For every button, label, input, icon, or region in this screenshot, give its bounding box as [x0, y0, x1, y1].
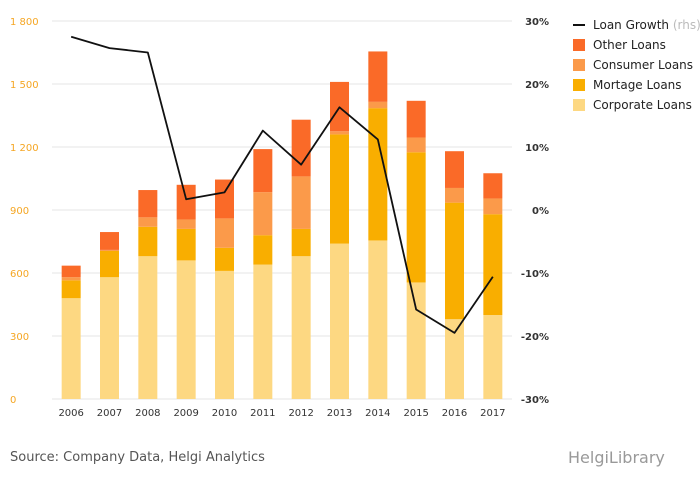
bar-segment — [253, 192, 273, 236]
right-axis-ticks: -30% -20% -10% 0% 10% 20% 30% — [521, 17, 549, 406]
bar-segment — [253, 149, 273, 193]
bar-segment — [291, 228, 311, 257]
x-axis-ticks: 2006 2007 2008 2009 2010 2011 2012 2013 2014 2015… — [58, 408, 505, 419]
bar-segment — [215, 270, 234, 399]
legend: Loan Growth (rhs) Other Loans Consumer Loa… — [573, 18, 700, 112]
legend-swatch — [573, 39, 585, 51]
bar-segment — [368, 108, 388, 241]
x-tick-label: 2016 — [442, 408, 467, 419]
bar-segment — [138, 226, 158, 257]
source-note: Source: Company Data, Helgi Analytics — [10, 450, 265, 465]
left-tick-label: 1 200 — [10, 143, 39, 154]
loan-growth-polyline — [70, 35, 494, 334]
gridlines — [52, 20, 512, 400]
legend-rhs-note: (rhs) — [673, 18, 700, 32]
left-tick-label: 600 — [10, 269, 29, 280]
bar-segment — [368, 51, 388, 102]
bar-segment — [483, 198, 503, 215]
x-tick-label: 2011 — [250, 408, 275, 419]
x-tick-label: 2006 — [58, 408, 83, 419]
bar-segment — [406, 282, 426, 399]
bar-segment — [176, 219, 196, 229]
x-tick-label: 2007 — [97, 408, 122, 419]
bar-segment — [330, 134, 349, 244]
bar-segment — [61, 280, 81, 299]
legend-label: Mortage Loans — [593, 78, 682, 92]
bar-segment — [291, 176, 311, 229]
x-tick-label: 2015 — [403, 408, 428, 419]
legend-swatch — [573, 59, 585, 71]
bar-segment — [61, 298, 81, 399]
left-axis-ticks: 0 300 600 900 1 200 1 500 1 800 — [10, 17, 39, 406]
right-tick-label: -10% — [521, 269, 549, 280]
bar-segment — [406, 100, 426, 138]
bar-segment — [176, 228, 196, 261]
bar-segment — [445, 187, 464, 203]
right-tick-label: -20% — [521, 332, 549, 343]
helgi-library-logo: HelgiLibrary — [568, 448, 665, 467]
bar-segment — [215, 218, 234, 248]
bar-segment — [445, 319, 464, 399]
bar-segment — [445, 151, 464, 188]
legend-swatch — [573, 99, 585, 111]
bar-segment — [215, 247, 234, 271]
left-tick-label: 900 — [10, 206, 29, 217]
right-tick-label: -30% — [521, 395, 549, 406]
bar-segment — [253, 264, 273, 399]
x-tick-label: 2012 — [288, 408, 313, 419]
x-tick-label: 2009 — [173, 408, 198, 419]
bar-segment — [138, 217, 158, 227]
bar-segment — [483, 214, 503, 315]
bar-segment — [253, 235, 273, 265]
left-tick-label: 1 500 — [10, 80, 39, 91]
bar-segment — [138, 190, 158, 218]
legend-swatch — [573, 79, 585, 91]
bar-segment — [100, 249, 119, 251]
bar-segment — [330, 243, 349, 399]
x-tick-label: 2017 — [480, 408, 505, 419]
bar-segment — [368, 240, 388, 399]
bar-segment — [483, 173, 503, 199]
x-tick-label: 2008 — [135, 408, 160, 419]
legend-label: Consumer Loans — [593, 58, 693, 72]
legend-label: Corporate Loans — [593, 98, 692, 112]
left-tick-label: 300 — [10, 332, 29, 343]
bar-segment — [215, 179, 234, 219]
loan-growth-line — [70, 35, 494, 334]
bar-segment — [176, 260, 196, 399]
bar-segment — [406, 152, 426, 283]
x-tick-label: 2014 — [365, 408, 390, 419]
bar-segment — [406, 137, 426, 153]
bars — [61, 51, 503, 399]
bar-segment — [61, 265, 81, 278]
bar-segment — [368, 101, 388, 109]
bar-segment — [61, 277, 81, 281]
bar-segment — [483, 315, 503, 399]
bar-segment — [291, 119, 311, 177]
bar-segment — [100, 232, 119, 250]
right-tick-label: 20% — [525, 80, 549, 91]
right-tick-label: 30% — [525, 17, 549, 28]
x-tick-label: 2010 — [212, 408, 237, 419]
bar-segment — [445, 202, 464, 320]
x-tick-label: 2013 — [327, 408, 352, 419]
legend-label: Loan Growth (rhs) — [593, 18, 700, 32]
left-tick-label: 1 800 — [10, 17, 39, 28]
bar-segment — [138, 256, 158, 399]
bar-segment — [291, 256, 311, 399]
bar-segment — [100, 250, 119, 278]
bar-segment — [330, 131, 349, 135]
right-tick-label: 0% — [532, 206, 549, 217]
left-tick-label: 0 — [10, 395, 16, 406]
bar-segment — [100, 277, 119, 399]
bar-segment — [176, 184, 196, 220]
legend-label: Other Loans — [593, 38, 666, 52]
right-tick-label: 10% — [525, 143, 549, 154]
